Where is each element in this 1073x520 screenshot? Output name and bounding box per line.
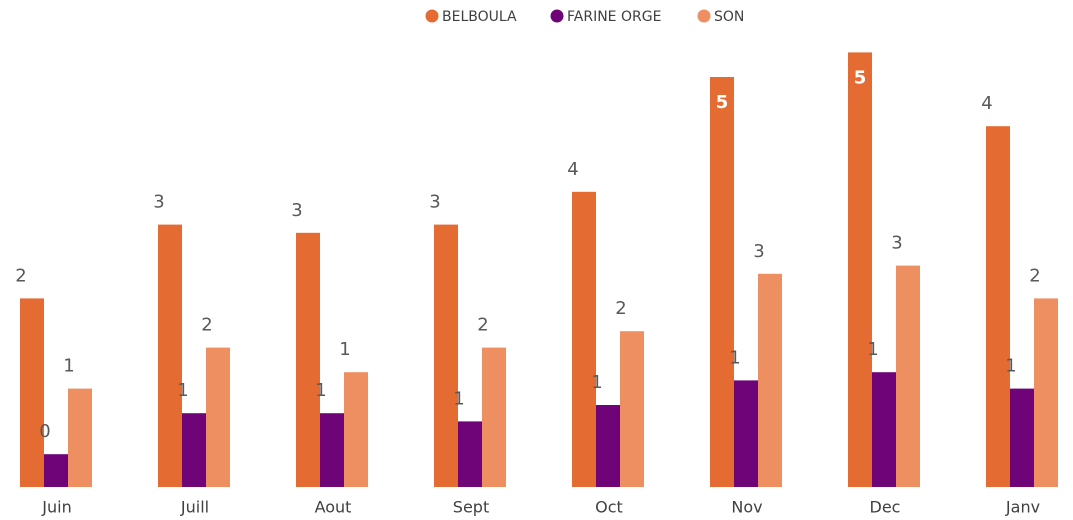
bar <box>296 232 320 487</box>
legend-label: BELBOULA <box>442 9 517 25</box>
bar <box>158 224 182 487</box>
bar <box>482 347 506 487</box>
data-label: 1 <box>339 339 350 360</box>
bar <box>320 413 344 487</box>
x-tick-label: Juin <box>41 498 71 517</box>
data-label: 5 <box>716 92 729 113</box>
data-label: 1 <box>1005 356 1016 377</box>
data-label: 1 <box>867 339 878 360</box>
data-label: 1 <box>729 347 740 368</box>
legend-swatch <box>697 9 711 23</box>
bar <box>872 372 896 487</box>
bar <box>734 380 758 487</box>
data-label: 2 <box>615 298 626 319</box>
data-label: 1 <box>453 388 464 409</box>
legend-swatch <box>425 9 439 23</box>
bar <box>710 77 734 487</box>
bar <box>344 372 368 487</box>
data-label: 3 <box>753 241 764 262</box>
bar <box>434 224 458 487</box>
data-label: 2 <box>15 265 26 286</box>
data-label: 3 <box>153 192 164 213</box>
bar <box>848 52 872 488</box>
data-label: 1 <box>63 356 74 377</box>
data-label: 3 <box>429 192 440 213</box>
bar <box>620 331 644 487</box>
data-label: 3 <box>891 233 902 254</box>
data-label: 2 <box>1029 265 1040 286</box>
data-label: 4 <box>981 93 992 114</box>
bar <box>1034 298 1058 487</box>
x-tick-label: Sept <box>453 498 489 517</box>
data-label: 2 <box>477 315 488 336</box>
data-label: 0 <box>39 421 50 442</box>
x-tick-label: Janv <box>1005 498 1040 517</box>
legend-swatch <box>550 9 564 23</box>
bar <box>44 454 68 487</box>
bar <box>458 421 482 487</box>
data-label: 4 <box>567 159 578 180</box>
bar <box>206 347 230 487</box>
data-label: 5 <box>854 67 867 88</box>
x-tick-label: Juill <box>180 498 209 517</box>
data-label: 1 <box>591 372 602 393</box>
bar <box>896 265 920 487</box>
bar <box>182 413 206 487</box>
bar <box>68 388 92 487</box>
legend-label: SON <box>714 9 744 25</box>
bar <box>758 273 782 487</box>
x-tick-label: Nov <box>731 498 762 517</box>
bar <box>572 191 596 488</box>
x-tick-label: Aout <box>315 498 352 517</box>
bar <box>1010 388 1034 487</box>
data-label: 1 <box>177 380 188 401</box>
data-label: 2 <box>201 315 212 336</box>
data-label: 3 <box>291 200 302 221</box>
bar <box>596 405 620 487</box>
x-tick-label: Dec <box>870 498 901 517</box>
data-label: 1 <box>315 380 326 401</box>
bar <box>986 126 1010 487</box>
bar <box>20 298 44 487</box>
legend-label: FARINE ORGE <box>567 9 661 25</box>
x-tick-label: Oct <box>595 498 623 517</box>
